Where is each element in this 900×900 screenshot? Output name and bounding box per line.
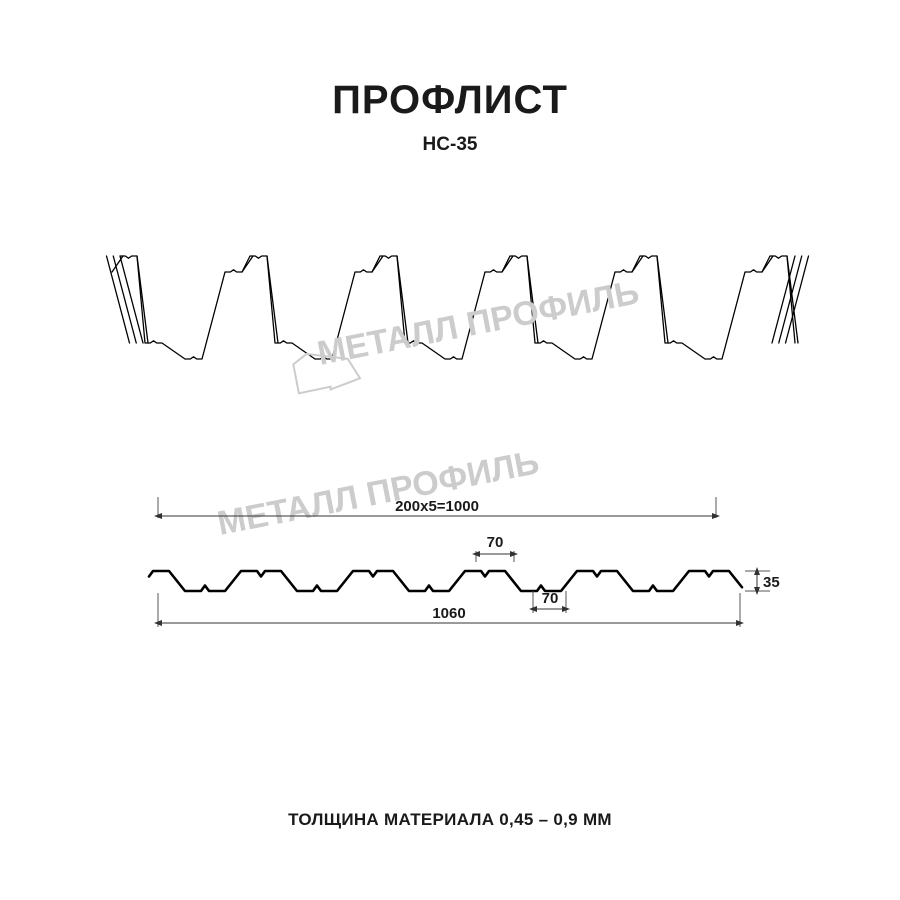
svg-text:1060: 1060 — [432, 605, 465, 622]
svg-text:МЕТАЛЛ ПРОФИЛЬ: МЕТАЛЛ ПРОФИЛЬ — [314, 273, 642, 373]
svg-text:200x5=1000: 200x5=1000 — [395, 498, 479, 515]
svg-text:МЕТАЛЛ ПРОФИЛЬ: МЕТАЛЛ ПРОФИЛЬ — [214, 443, 542, 543]
svg-text:70: 70 — [542, 590, 559, 607]
svg-text:70: 70 — [487, 534, 504, 551]
svg-text:35: 35 — [763, 574, 780, 591]
